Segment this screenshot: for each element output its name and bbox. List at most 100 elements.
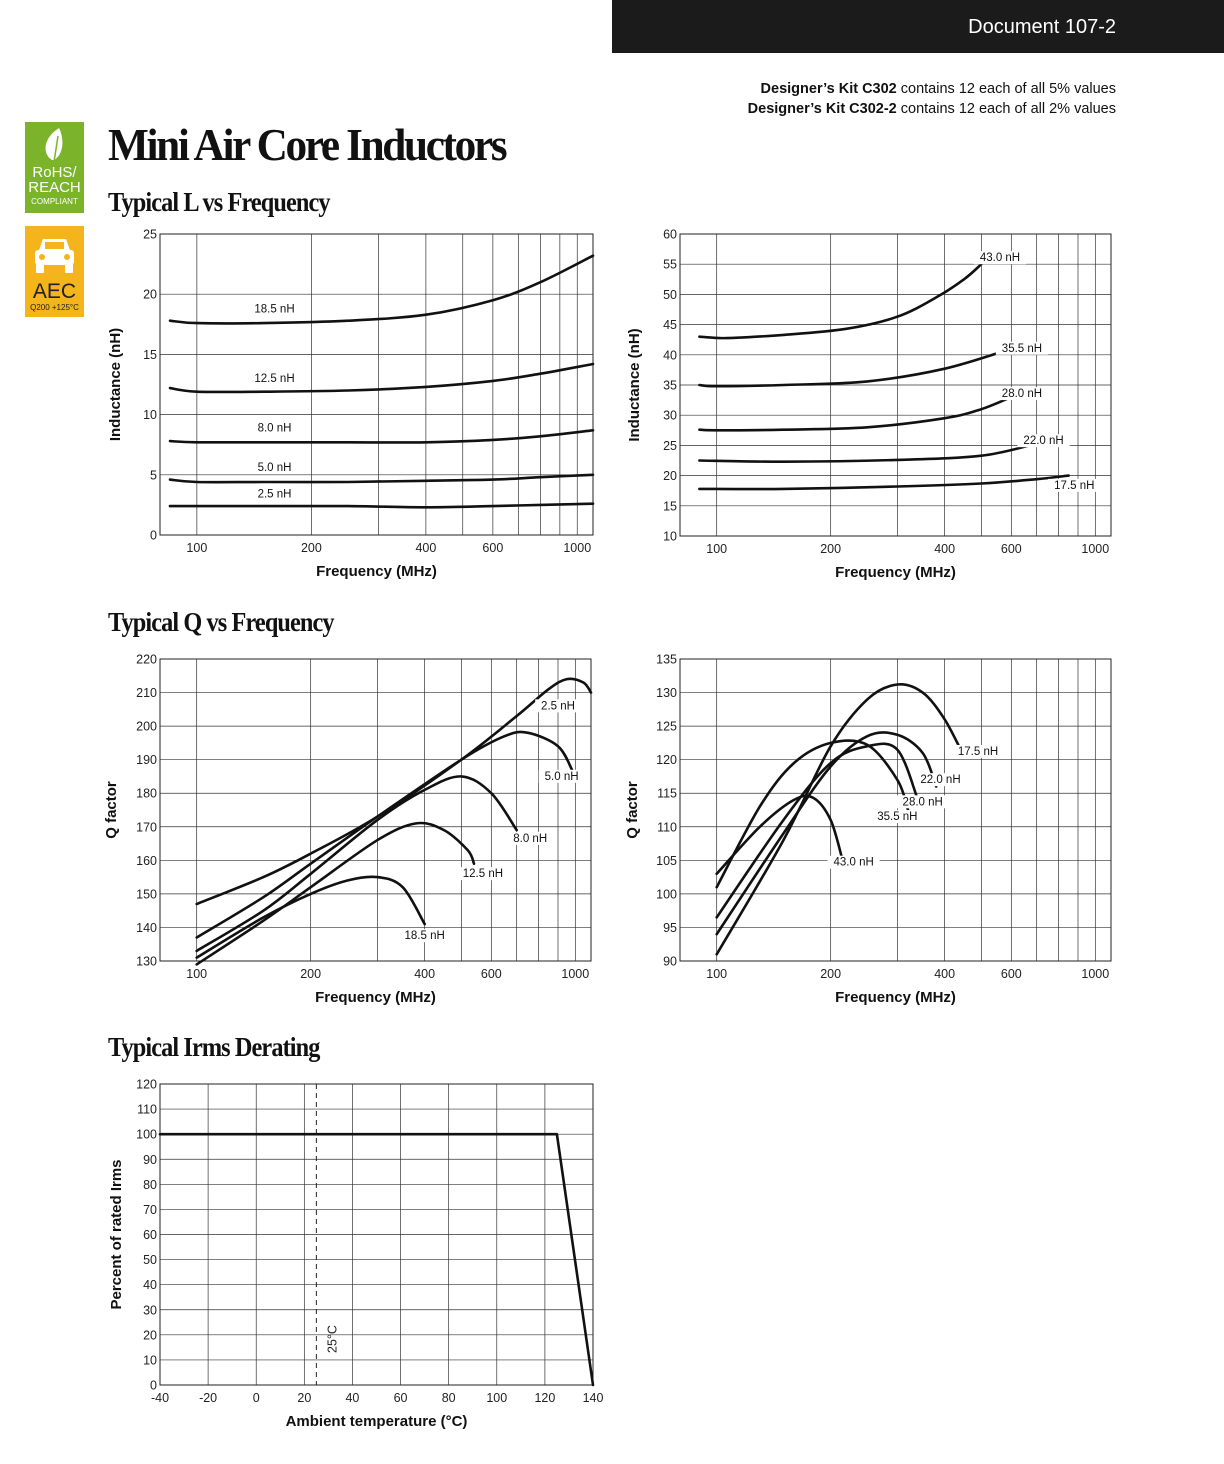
y-axis-title: Q factor — [103, 781, 120, 839]
series-label-background — [456, 867, 509, 881]
aec-qualification: Q200 +125°C — [30, 303, 79, 312]
series-line — [168, 254, 595, 325]
kit-name: Designer’s Kit C302-2 — [747, 101, 897, 117]
y-tick-label: 200 — [136, 720, 157, 734]
series-line — [698, 347, 1013, 388]
y-tick-label: 160 — [136, 854, 157, 868]
section-title-l-vs-frequency: Typical L vs Frequency — [108, 187, 331, 217]
x-tick-label: 200 — [820, 542, 841, 556]
series-label-background — [538, 769, 585, 783]
chart-irms-derating: 0 10 20 30 40 50 60 70 80 90 100 110 120 -40 -20 0 20 40 6… — [108, 1078, 604, 1431]
chart-grid — [160, 1083, 593, 1386]
series-line — [698, 442, 1038, 464]
y-tick-label: 0 — [150, 1379, 157, 1393]
tick-labels: 10 15 20 25 30 35 40 45 50 55 60 100 200 400 600 1000 — [663, 228, 1109, 557]
aec-label: AEC — [32, 280, 77, 303]
chart-q-vs-frequency-low: 130 140 150 160 170 180 190 200 210 220 100 200 400 6… — [103, 653, 593, 1006]
series-label-background — [995, 341, 1049, 355]
series-label-background — [535, 699, 581, 713]
y-tick-label: 110 — [657, 820, 677, 834]
series-label: 43.0 nH — [973, 251, 1027, 265]
y-tick-label: 10 — [143, 1353, 157, 1367]
series-line — [715, 731, 938, 936]
chart-grid — [160, 233, 593, 536]
y-tick-label: 20 — [663, 469, 677, 483]
x-tick-label: 600 — [481, 967, 502, 981]
plot-frame — [159, 1083, 594, 1386]
x-tick-label: 100 — [706, 542, 727, 556]
x-tick-label: 20 — [297, 1391, 311, 1405]
x-tick-label: 140 — [583, 1391, 604, 1405]
series-line — [715, 742, 920, 919]
series-label: 12.5 nH — [456, 867, 509, 881]
y-tick-label: 90 — [143, 1153, 157, 1167]
section-title-q-vs-frequency: Typical Q vs Frequency — [108, 607, 335, 637]
y-tick-label: 50 — [663, 288, 677, 302]
y-tick-label: 220 — [136, 653, 157, 667]
y-tick-label: 40 — [143, 1278, 157, 1292]
y-tick-label: 135 — [656, 653, 677, 667]
series-line — [715, 794, 844, 876]
y-tick-label: 130 — [656, 686, 677, 700]
y-tick-label: 125 — [656, 720, 677, 734]
series-label: 17.5 nH — [951, 744, 1005, 758]
x-tick-label: -40 — [151, 1391, 169, 1405]
series-line — [715, 739, 910, 889]
x-tick-label: 120 — [534, 1391, 555, 1405]
x-axis-title: Frequency (MHz) — [316, 563, 437, 580]
y-tick-label: 170 — [136, 820, 157, 834]
series-label: 18.5 nH — [248, 302, 301, 316]
series-label-background — [1017, 434, 1070, 448]
y-tick-label: 70 — [143, 1203, 157, 1217]
series-label: 2.5 nH — [251, 487, 298, 501]
x-tick-label: 400 — [934, 542, 955, 556]
y-tick-label: 140 — [136, 921, 157, 935]
series-line — [195, 875, 426, 959]
tick-labels: 90 95 100 105 110 115 120 125 130 135 100 200 400 600… — [656, 653, 1109, 982]
y-axis-title: Inductance (nH) — [107, 328, 124, 441]
x-tick-label: 400 — [415, 541, 436, 555]
x-tick-label: 40 — [345, 1391, 359, 1405]
series-label-text: 2.5 nH — [541, 700, 575, 712]
y-tick-label: 80 — [143, 1178, 157, 1192]
document-header-bar: Document 107-2 — [612, 0, 1224, 53]
document-number: Document 107-2 — [968, 16, 1116, 38]
series-label-text: 43.0 nH — [834, 857, 874, 869]
series-label: 22.0 nH — [914, 773, 967, 787]
series-label: 28.0 nH — [896, 795, 949, 809]
series-label-text: 5.0 nH — [545, 771, 579, 783]
x-tick-label: 0 — [253, 1391, 260, 1405]
series-label: 35.5 nH — [871, 810, 924, 824]
series-label-background — [251, 421, 298, 435]
leaf-icon — [45, 128, 63, 163]
y-tick-label: 115 — [657, 787, 677, 801]
y-tick-label: 95 — [663, 921, 677, 935]
series-label-text: 18.5 nH — [254, 303, 294, 315]
series-label-background — [251, 461, 298, 475]
plot-frame — [679, 233, 1112, 537]
x-axis-title: Frequency (MHz) — [315, 989, 436, 1006]
kit-name: Designer’s Kit C302 — [760, 81, 897, 97]
x-tick-label: 600 — [1001, 967, 1022, 981]
y-tick-label: 45 — [663, 318, 677, 332]
y-tick-label: 20 — [143, 1328, 157, 1342]
y-tick-label: 120 — [656, 753, 677, 767]
y-tick-label: 10 — [143, 408, 157, 422]
chart-l-vs-frequency-high: 10 15 20 25 30 35 40 45 50 55 60 100 200 400 600 1000 Fr… — [626, 228, 1112, 581]
x-tick-label: 80 — [442, 1391, 456, 1405]
series-line — [715, 682, 966, 956]
series-label-text: 22.0 nH — [1023, 435, 1063, 447]
x-tick-label: 60 — [394, 1391, 408, 1405]
y-axis-title: Inductance (nH) — [626, 328, 643, 441]
y-tick-label: 130 — [136, 955, 157, 969]
series-label-background — [248, 302, 301, 316]
y-tick-label: 55 — [663, 258, 677, 272]
series-label-text: 2.5 nH — [258, 489, 292, 501]
y-tick-label: 50 — [143, 1253, 157, 1267]
series-line — [168, 362, 595, 394]
y-tick-label: 100 — [656, 887, 677, 901]
series-label: 28.0 nH — [995, 387, 1049, 401]
x-tick-label: 400 — [934, 967, 955, 981]
series-line — [168, 473, 595, 484]
series-line — [195, 730, 574, 939]
